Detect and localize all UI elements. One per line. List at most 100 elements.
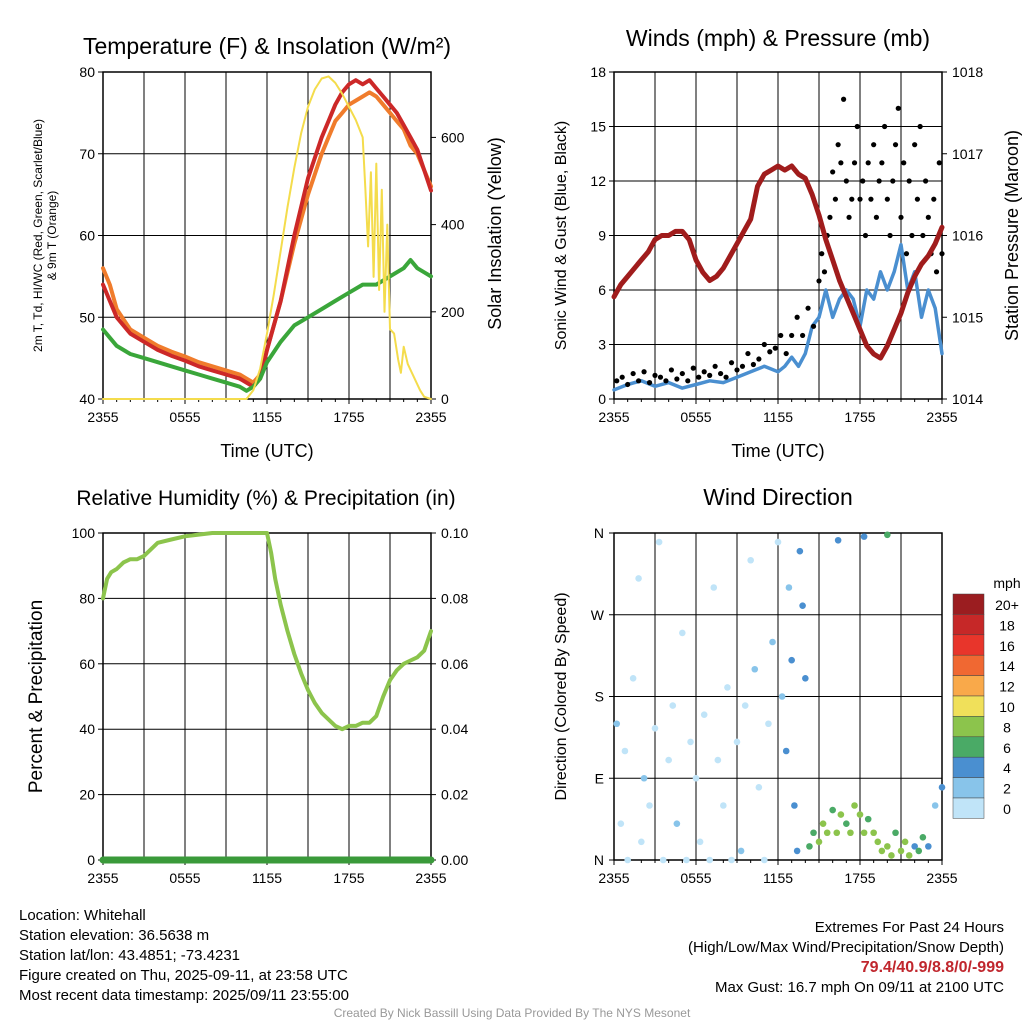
wdir-legend-label: 0 [1003,801,1011,817]
wdir-legend-swatch [952,736,985,758]
rh-ytick-label: 40 [79,721,95,737]
wdir-point [613,720,621,728]
winds-title: Winds (mph) & Pressure (mb) [626,25,930,51]
winds-gust-point [901,160,907,166]
rh-ylabel: Percent & Precipitation [26,600,47,793]
wdir-point [624,856,631,864]
winds-ytick-label: 18 [590,64,606,80]
winds-y2tick-label: 1016 [952,228,983,244]
winds-ytick-label: 6 [598,282,606,298]
winds-gust-point [750,361,757,368]
station-elevation: Station elevation: 36.5638 m [19,927,210,944]
winds-gust-point [734,367,740,373]
winds-gust-point [873,214,880,220]
temp-title: Temperature (F) & Insolation (W/m²) [83,33,451,59]
winds-gust-point [805,305,811,311]
wdir-legend-swatch [952,634,985,656]
station-latlon: Station lat/lon: 43.4851; -73.4231 [19,947,241,964]
wdir-point [810,829,817,837]
winds-gust-point [816,278,822,284]
wdir-point [621,747,629,755]
winds-y2tick-label: 1018 [952,64,983,80]
winds-gust-point [933,269,940,275]
wdir-legend-label: 8 [1003,719,1011,735]
winds-gust-point [767,349,773,355]
winds-gust-point [898,214,904,220]
winds-series-wind [612,242,944,392]
rh-y2tick-label: 0.00 [441,852,468,868]
winds-gust-point [939,251,945,257]
max-gust: Max Gust: 16.7 mph On 09/11 at 2100 UTC [714,979,1004,996]
temp-ytick-label: 80 [79,64,95,80]
wdir-ytick-label: N [594,852,604,868]
winds-gust-point [756,356,762,362]
wdir-point [925,843,932,850]
wdir-legend-label: 6 [1003,740,1011,756]
winds-gust-point [846,214,852,220]
wdir-ytick-label: W [591,607,605,623]
wdir-point [755,784,763,791]
rh-xtick-label: 1755 [333,870,364,886]
temp-ylabel-line1: 2m T, Td, HI/WC (Red, Green, Scarlet/Blu… [31,119,45,352]
wdir-point [706,856,713,864]
temp-xlabel: Time (UTC) [220,441,313,461]
winds-gust-point [879,160,885,166]
wdir-point [785,584,793,591]
winds-gust-point [851,160,858,166]
wdir-point [843,820,850,827]
wdir-legend-label: 16 [999,638,1015,654]
wdir-legend-swatch [952,614,985,636]
winds-gust-point [819,251,825,257]
wdir-point [747,556,754,564]
wdir-legend-title: mph [993,575,1020,591]
wdir-point [931,802,939,809]
winds-ytick-label: 12 [590,173,606,189]
winds-ytick-label: 15 [590,119,606,135]
wdir-point [829,806,836,814]
winds-gust-point [745,350,751,357]
wdir-xtick-label: 2355 [598,870,629,886]
winds-gust-point [827,214,833,220]
wdir-point [782,747,790,755]
station-location: Location: Whitehall [19,907,146,924]
rh-y2tick-label: 0.06 [441,656,468,672]
wdir-point [687,738,694,746]
wdir-point [700,711,708,718]
winds-gust-point [920,232,926,239]
temp-y2tick-label: 400 [441,217,465,233]
wdir-point [629,675,637,682]
rh-xtick-label: 2355 [87,870,118,886]
wdir-legend-label: 18 [999,617,1015,633]
wdir-legend-label: 20+ [995,597,1019,613]
wdir-point [791,802,798,809]
wdir-point [646,802,653,809]
winds-gust-point [849,196,855,202]
wdir-point [901,838,909,846]
temp-y2tick-label: 600 [441,129,465,145]
wdir-point [793,847,801,855]
rh-y2tick-label: 0.02 [441,787,468,803]
winds-gust-point [860,178,866,184]
wdir-point [640,774,648,782]
wdir-point [761,856,768,864]
wdir-point [692,774,700,782]
wdir-point [915,847,923,855]
wdir-point [673,820,681,827]
wdir-point [659,856,667,864]
wdir-point [884,531,891,539]
wdir-ytick-label: S [595,689,604,705]
rh-ytick-label: 80 [79,590,95,606]
wdir-xtick-label: 1155 [763,870,793,886]
wdir-point [815,838,823,846]
winds-gust-point [925,214,931,220]
winds-gust-point [728,360,735,366]
winds-gust-point [772,345,778,351]
wdir-point [806,843,813,850]
winds-gust-point [903,251,910,257]
winds-gust-point [923,178,929,184]
winds-gust-point [778,332,784,339]
temp-ylabel2: Solar Insolation (Yellow) [485,137,505,329]
wdir-point [765,720,772,728]
wdir-point [788,656,795,664]
winds-gust-point [909,232,915,239]
